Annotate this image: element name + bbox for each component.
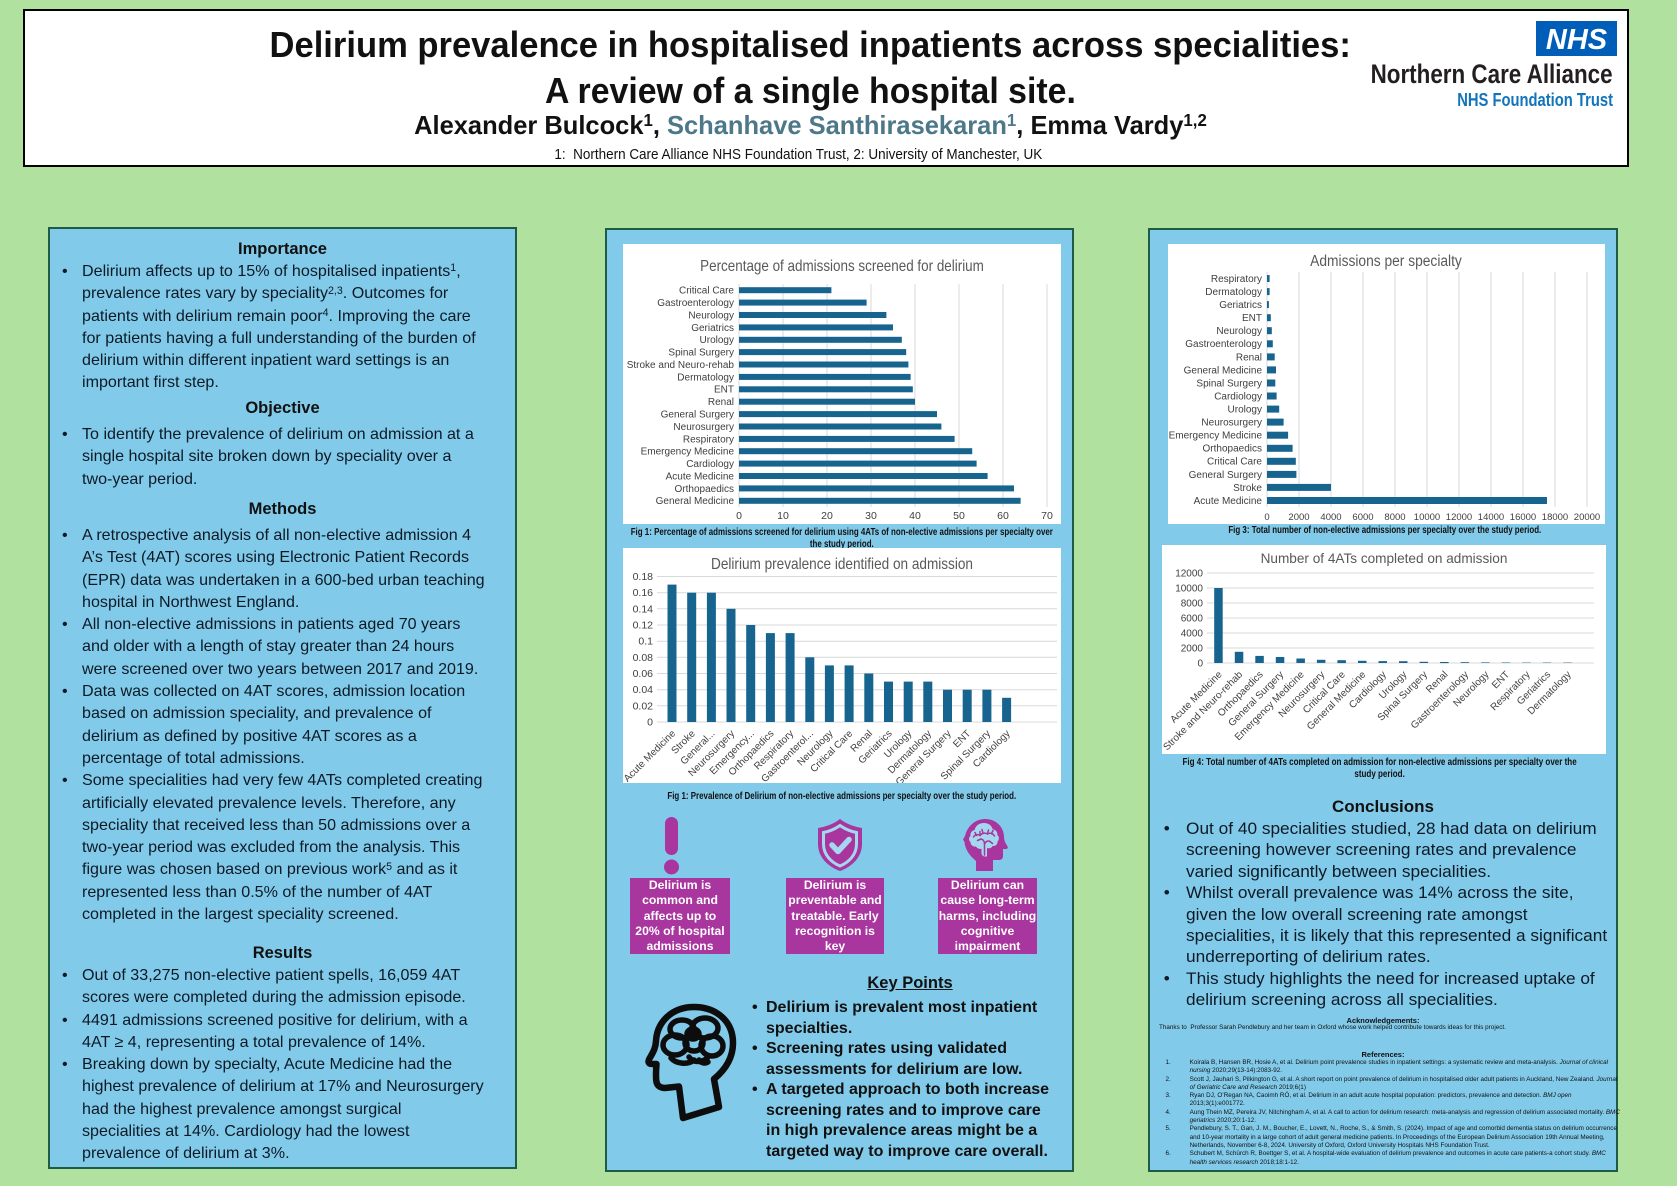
svg-text:0.08: 0.08 <box>633 652 654 664</box>
svg-text:Renal: Renal <box>1236 352 1262 363</box>
svg-text:Cardiology: Cardiology <box>686 459 734 470</box>
svg-text:Delirium prevalence identified: Delirium prevalence identified on admiss… <box>711 556 973 573</box>
svg-text:12000: 12000 <box>1446 512 1472 523</box>
svg-text:8000: 8000 <box>1384 512 1405 523</box>
svg-text:Stroke: Stroke <box>1233 483 1262 494</box>
svg-text:General Medicine: General Medicine <box>1184 365 1263 376</box>
svg-text:Neurosurgery: Neurosurgery <box>673 422 734 433</box>
svg-text:12000: 12000 <box>1175 568 1203 579</box>
svg-text:4000: 4000 <box>1320 512 1341 523</box>
svg-text:ENT: ENT <box>1242 313 1262 324</box>
svg-text:40: 40 <box>909 510 921 522</box>
svg-text:Gastroenterology: Gastroenterology <box>1185 339 1262 350</box>
svg-text:0.06: 0.06 <box>633 668 654 680</box>
svg-text:16000: 16000 <box>1510 512 1536 523</box>
svg-text:2000: 2000 <box>1181 643 1204 654</box>
svg-text:2000: 2000 <box>1288 512 1309 523</box>
svg-text:0: 0 <box>736 510 742 522</box>
svg-text:0: 0 <box>647 717 653 729</box>
svg-text:Critical Care: Critical Care <box>679 286 734 297</box>
svg-text:Geriatrics: Geriatrics <box>1219 300 1262 311</box>
svg-text:0: 0 <box>1197 658 1203 669</box>
svg-text:ENT: ENT <box>714 385 734 396</box>
svg-text:70: 70 <box>1041 510 1053 522</box>
svg-text:Orthopaedics: Orthopaedics <box>1203 444 1262 455</box>
svg-text:14000: 14000 <box>1478 512 1504 523</box>
svg-text:General Medicine: General Medicine <box>656 496 735 507</box>
svg-text:10000: 10000 <box>1414 512 1440 523</box>
svg-text:Dermatology: Dermatology <box>677 372 734 383</box>
svg-text:4000: 4000 <box>1181 628 1204 639</box>
svg-text:Acute Medicine: Acute Medicine <box>1194 496 1263 507</box>
svg-text:Geriatrics: Geriatrics <box>691 323 734 334</box>
svg-text:Respiratory: Respiratory <box>683 434 734 445</box>
svg-text:18000: 18000 <box>1542 512 1568 523</box>
svg-text:Stroke and Neuro-rehab: Stroke and Neuro-rehab <box>627 360 735 371</box>
svg-text:Urology: Urology <box>700 335 734 346</box>
svg-text:0.02: 0.02 <box>633 700 654 712</box>
svg-text:Percentage of admissions scree: Percentage of admissions screened for de… <box>700 258 984 275</box>
svg-text:60: 60 <box>997 510 1009 522</box>
svg-text:0.14: 0.14 <box>633 603 654 615</box>
svg-text:0: 0 <box>1264 512 1269 523</box>
svg-text:0.1: 0.1 <box>638 636 653 648</box>
svg-text:Emergency Medicine: Emergency Medicine <box>1169 431 1263 442</box>
svg-text:0.18: 0.18 <box>633 571 654 583</box>
svg-text:50: 50 <box>953 510 965 522</box>
svg-text:Number of 4ATs completed on ad: Number of 4ATs completed on admission <box>1261 551 1508 566</box>
svg-text:General Surgery: General Surgery <box>661 410 734 421</box>
svg-text:Acute Medicine: Acute Medicine <box>666 471 735 482</box>
svg-text:Dermatology: Dermatology <box>1205 287 1262 298</box>
svg-text:Respiratory: Respiratory <box>1211 274 1262 285</box>
svg-text:Admissions per specialty: Admissions per specialty <box>1310 253 1462 270</box>
svg-text:6000: 6000 <box>1352 512 1373 523</box>
svg-text:Renal: Renal <box>708 397 734 408</box>
svg-text:Neurology: Neurology <box>1216 326 1262 337</box>
svg-text:20000: 20000 <box>1574 512 1600 523</box>
svg-text:Neurology: Neurology <box>688 310 734 321</box>
svg-text:Gastroenterology: Gastroenterology <box>657 298 734 309</box>
svg-text:Cardiology: Cardiology <box>1214 391 1262 402</box>
svg-text:NHS: NHS <box>1546 24 1608 56</box>
svg-text:8000: 8000 <box>1181 598 1204 609</box>
svg-text:10: 10 <box>777 510 789 522</box>
svg-text:6000: 6000 <box>1181 613 1204 624</box>
svg-text:30: 30 <box>865 510 877 522</box>
svg-text:Orthopaedics: Orthopaedics <box>675 484 734 495</box>
svg-text:Spinal Surgery: Spinal Surgery <box>668 348 734 359</box>
svg-text:Emergency Medicine: Emergency Medicine <box>641 447 735 458</box>
svg-text:Neurosurgery: Neurosurgery <box>1201 418 1262 429</box>
svg-text:Spinal Surgery: Spinal Surgery <box>1196 378 1262 389</box>
svg-text:10000: 10000 <box>1175 583 1203 594</box>
svg-text:Urology: Urology <box>1228 405 1262 416</box>
svg-text:Critical Care: Critical Care <box>1207 457 1262 468</box>
svg-text:0.04: 0.04 <box>633 684 654 696</box>
svg-text:0.16: 0.16 <box>633 587 654 599</box>
svg-text:20: 20 <box>821 510 833 522</box>
svg-text:0.12: 0.12 <box>633 620 654 632</box>
svg-text:General Surgery: General Surgery <box>1189 470 1262 481</box>
